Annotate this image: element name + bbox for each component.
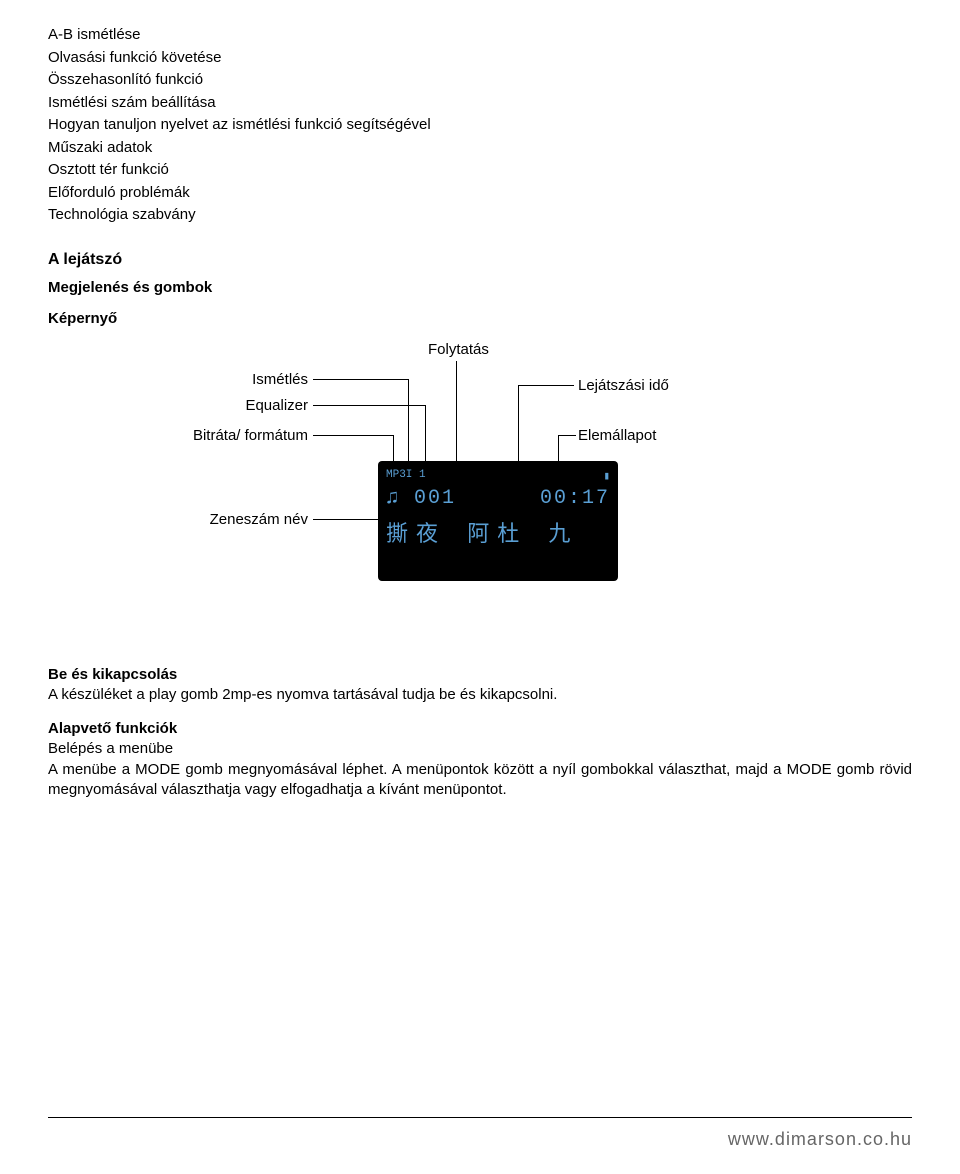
label-playtime: Lejátszási idő [578,377,669,394]
toc-list: A-B ismétlése Olvasási funkció követése … [48,24,912,227]
note-icon: ♫ [386,487,400,510]
toc-item: Összehasonlító funkció [48,69,912,92]
leader-line [313,519,378,520]
leader-line [408,379,409,463]
footer-divider [48,1117,912,1118]
heading-player: A lejátszó [48,251,912,269]
toc-item: Hogyan tanuljon nyelvet az ismétlési fun… [48,114,912,137]
basic-functions-title: Alapvető funkciók [48,720,177,737]
leader-line [558,435,576,436]
leader-line [313,435,393,436]
lcd-track-num: 001 [414,487,456,510]
lcd-top-left: MP3I 1 [386,469,426,483]
toc-item: Ismétlési szám beállítása [48,92,912,115]
label-repeat: Ismétlés [218,371,308,388]
heading-screen: Képernyő [48,310,912,327]
lcd-time: 00:17 [540,487,610,510]
toc-item: Osztott tér funkció [48,159,912,182]
power-text: A készüléket a play gomb 2mp-es nyomva t… [48,686,557,703]
toc-item: Olvasási funkció követése [48,47,912,70]
toc-item: Technológia szabvány [48,204,912,227]
leader-line [313,379,408,380]
lcd-top-right: ▮ [603,469,610,483]
toc-item: Előforduló problémák [48,182,912,205]
lcd-track-title: 撕夜 阿杜 九 [386,516,610,548]
label-trackname: Zeneszám név [178,511,308,528]
label-continuation: Folytatás [428,341,489,358]
toc-item: Műszaki adatok [48,137,912,160]
footer-url: www.dimarson.co.hu [728,1129,912,1150]
label-bitrate: Bitráta/ formátum [178,427,308,444]
leader-line [425,405,426,463]
label-equalizer: Equalizer [218,397,308,414]
heading-appearance: Megjelenés és gombok [48,279,912,296]
menu-enter-title: Belépés a menübe [48,740,173,757]
lcd-screen: MP3I 1 ▮ ♫ 001 00:17 撕夜 阿杜 九 [378,461,618,581]
leader-line [518,385,519,463]
label-battery: Elemállapot [578,427,656,444]
screen-diagram: Folytatás Ismétlés Equalizer Bitráta/ fo… [48,341,912,601]
menu-enter-text: A menübe a MODE gomb megnyomásával léphe… [48,761,912,798]
toc-item: A-B ismétlése [48,24,912,47]
leader-line [518,385,574,386]
leader-line [313,405,425,406]
leader-line [456,361,457,461]
power-title: Be és kikapcsolás [48,666,177,683]
